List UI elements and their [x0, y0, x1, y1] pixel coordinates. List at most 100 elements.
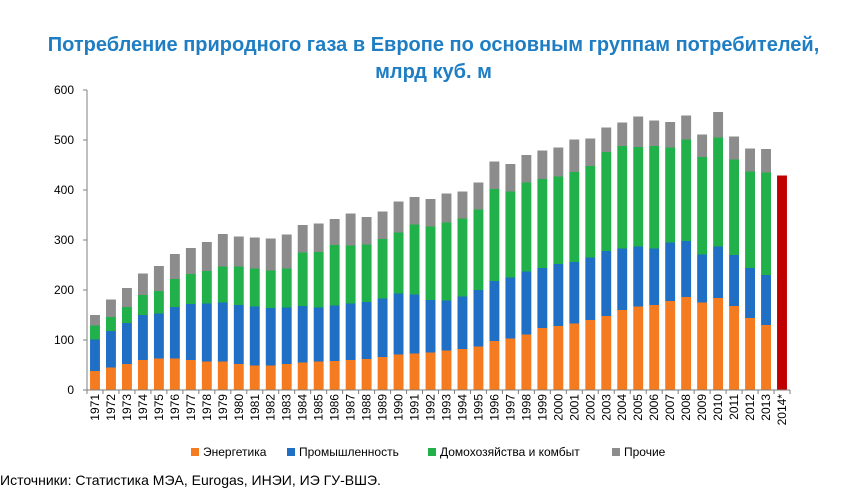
bar-segment-other: [665, 122, 676, 148]
bar-segment-other: [137, 273, 148, 295]
bar-segment-household: [601, 152, 612, 251]
y-tick-label: 300: [54, 233, 74, 247]
bar-segment-other: [106, 299, 116, 317]
x-tick-label: 2008: [679, 394, 693, 421]
bar-segment-other: [201, 242, 212, 271]
bar-segment-energy: [681, 297, 692, 390]
bar-segment-industry: [665, 242, 676, 301]
bar-segment-industry: [601, 251, 612, 316]
bar-segment-industry: [217, 302, 228, 362]
bar-segment-energy: [601, 316, 612, 390]
bar-segment-energy: [137, 360, 148, 390]
bar-segment-industry: [281, 307, 292, 364]
bar-segment-industry: [409, 294, 420, 354]
x-tick-label: 1988: [360, 394, 374, 421]
bar-segment-household: [505, 191, 516, 278]
bar-segment-household: [681, 139, 692, 241]
bar-segment-energy: [201, 361, 212, 390]
legend-label: Энергетика: [203, 445, 267, 459]
bar-segment-industry: [265, 308, 276, 366]
bar-segment-energy: [537, 328, 548, 390]
chart-title-line2: млрд куб. м: [375, 61, 492, 83]
bar-segment-energy: [569, 323, 580, 390]
bar-segment-industry: [697, 254, 708, 303]
bar-segment-energy: [265, 365, 276, 390]
bar-segment-energy: [313, 361, 324, 390]
bar-segment-energy: [441, 350, 452, 390]
bar-segment-household: [409, 224, 420, 295]
x-tick-label: 1987: [344, 394, 358, 421]
x-tick-label: 1993: [439, 394, 453, 421]
bar-segment-household: [345, 245, 356, 304]
bar-segment-other: [569, 139, 580, 172]
bar-segment-other: [361, 217, 372, 245]
bar-segment-energy: [393, 354, 404, 390]
x-tick-label: 2002: [583, 394, 597, 421]
bar-segment-household: [201, 271, 212, 304]
bar-segment-industry: [537, 268, 548, 328]
x-tick-label: 1975: [152, 394, 166, 421]
bar-segment-household: [521, 182, 532, 272]
x-tick-label: 1991: [408, 394, 422, 421]
bar-segment-energy: [345, 360, 356, 390]
bar-segment-industry: [345, 303, 356, 360]
x-tick-label: 2013: [759, 394, 773, 421]
bar-segment-other: [409, 197, 420, 225]
bar-segment-industry: [617, 248, 628, 310]
bar-segment-industry: [585, 257, 596, 320]
x-tick-label: 1998: [519, 394, 533, 421]
bar-segment-household: [761, 172, 771, 275]
bar-segment-energy: [553, 326, 564, 390]
bar-segment-other: [169, 254, 180, 279]
bar-segment-household: [473, 209, 484, 290]
bar-segment-energy: [121, 364, 132, 390]
bar-segment-household: [729, 159, 740, 255]
x-tick-label: 1986: [328, 394, 342, 421]
bar-segment-household: [665, 147, 676, 243]
x-tick-label: 1994: [455, 394, 469, 421]
bar-segment-other: [585, 138, 596, 166]
bar-segment-industry: [153, 313, 164, 359]
legend-label: Домохозяйства и комбыт: [440, 445, 580, 459]
bar-segment-energy: [361, 359, 372, 390]
bar-segment-other: [537, 150, 548, 179]
bar-segment-energy: [153, 358, 164, 390]
bar-segment-industry: [137, 315, 148, 360]
bar-segment-industry: [377, 298, 388, 357]
bar-segment-industry: [473, 290, 484, 347]
bar-segment-household: [121, 307, 132, 323]
bar-segment-energy: [106, 367, 116, 390]
y-tick-label: 400: [54, 183, 74, 197]
x-tick-label: 2000: [551, 394, 565, 421]
bar-segment-industry: [329, 305, 340, 361]
bar-segment-energy: [473, 346, 484, 390]
y-tick-label: 100: [54, 333, 74, 347]
bar-segment-household: [90, 325, 100, 340]
bar-segment-energy: [521, 334, 532, 390]
bar-segment-energy: [425, 352, 436, 390]
bar-segment-other: [489, 161, 500, 189]
bar-segment-energy: [745, 318, 756, 390]
bar-segment-other: [729, 136, 740, 160]
bar-segment-other: [249, 237, 260, 269]
legend-label: Промышленность: [299, 445, 399, 459]
bar-segment-other: [153, 266, 164, 291]
bar-segment-industry: [713, 246, 724, 298]
bar-segment-industry: [361, 302, 372, 359]
bar-segment-other: [441, 193, 452, 223]
x-tick-label: 1996: [487, 394, 501, 421]
bar-segment-household: [361, 244, 372, 302]
bar-segment-other: [90, 315, 100, 326]
bar-segment-household: [489, 189, 500, 281]
bar-segment-household: [649, 146, 660, 249]
bar-segment-household: [617, 146, 628, 249]
bar-segment-other: [377, 211, 388, 239]
bar-segment-household: [377, 239, 388, 299]
bar-segment-energy: [713, 298, 724, 390]
bar-segment-other: [329, 219, 340, 245]
y-tick-label: 500: [54, 133, 74, 147]
bar-segment-other: [553, 147, 564, 177]
bar-segment-industry: [489, 281, 500, 341]
bar-segment-household: [281, 268, 292, 308]
